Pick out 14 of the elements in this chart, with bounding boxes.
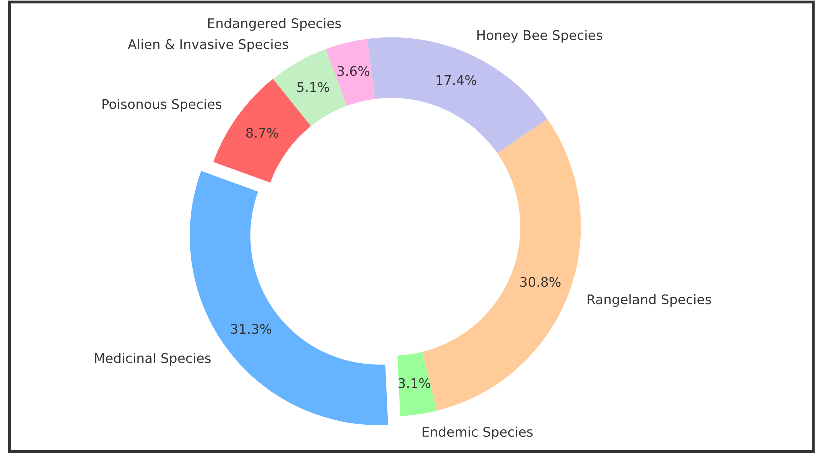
slice-label: Honey Bee Species [478, 30, 602, 43]
data-label: 3.1% [398, 378, 431, 388]
data-label: 31.3% [231, 324, 272, 334]
slice-label: Poisonous Species [102, 99, 222, 112]
slice-label: Alien & Invasive Species [128, 39, 288, 52]
data-label: 5.1% [298, 82, 330, 92]
data-label: 30.8% [520, 277, 561, 288]
data-label: 8.7% [246, 128, 278, 138]
slice-label: Rangeland Species [588, 294, 712, 308]
slice-label: Endemic Species [422, 426, 533, 440]
slice-label: Endangered Species [208, 18, 342, 31]
slice-label: Medicinal Species [95, 353, 211, 366]
data-label: 3.6% [338, 66, 370, 76]
data-label: 17.4% [436, 75, 477, 86]
